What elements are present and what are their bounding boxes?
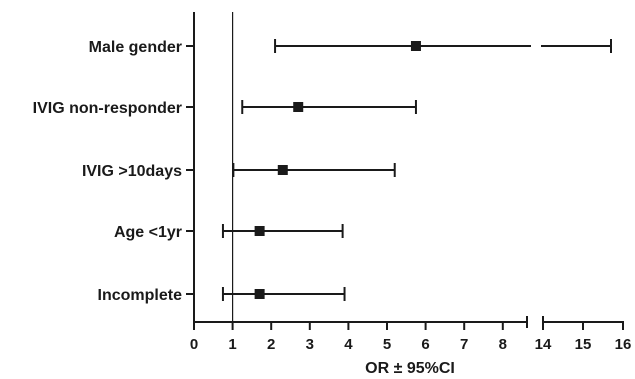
x-tick-label: 1 xyxy=(228,336,236,353)
or-point-square xyxy=(254,289,265,299)
x-tick-label: 16 xyxy=(615,336,632,353)
row-label: Incomplete xyxy=(98,287,183,304)
y-axis-labels: Male gender IVIG non-responder IVIG >10day… xyxy=(33,39,182,304)
or-point-square xyxy=(254,226,265,236)
or-point-square xyxy=(410,41,421,51)
x-tick-label: 15 xyxy=(575,336,592,353)
row-label: IVIG >10days xyxy=(82,163,182,180)
row-label: IVIG non-responder xyxy=(33,100,182,117)
x-tick-label: 14 xyxy=(535,336,552,353)
or-point-square xyxy=(293,102,304,112)
x-tick-label: 8 xyxy=(499,336,507,353)
axes xyxy=(186,12,624,328)
row-label: Age <1yr xyxy=(114,224,182,241)
x-tick-label: 5 xyxy=(383,336,391,353)
x-tick-label: 7 xyxy=(460,336,468,353)
x-tick-label: 6 xyxy=(421,336,429,353)
data-rows xyxy=(221,39,612,301)
x-tick-label: 3 xyxy=(306,336,314,353)
row-label: Male gender xyxy=(89,39,182,56)
x-axis-ticks: 0 1 2 3 4 5 6 7 8 14 15 16 xyxy=(190,322,632,353)
or-point-square xyxy=(277,165,288,175)
x-tick-label: 2 xyxy=(267,336,275,353)
x-tick-label: 0 xyxy=(190,336,198,353)
x-axis-title: OR ± 95%CI xyxy=(365,360,455,377)
x-tick-label: 4 xyxy=(344,336,353,353)
